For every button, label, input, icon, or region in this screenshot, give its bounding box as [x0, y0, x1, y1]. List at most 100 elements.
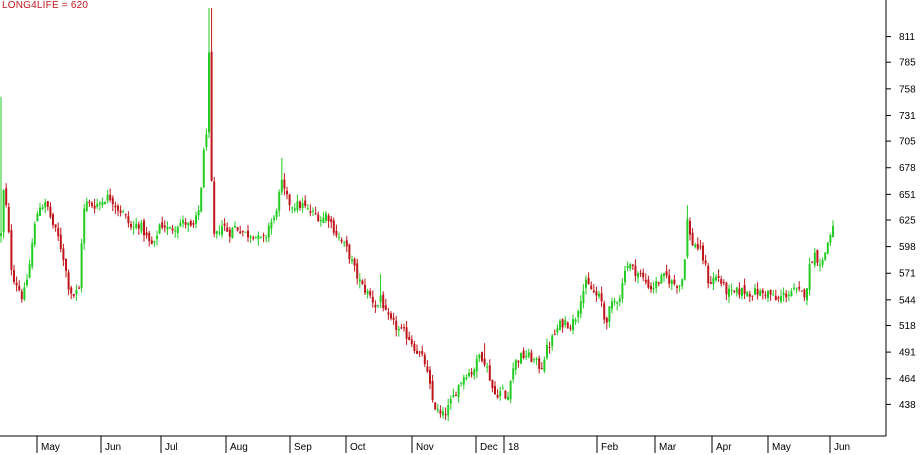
- candle: [520, 352, 522, 364]
- candle-body: [798, 287, 801, 289]
- candle: [163, 220, 166, 233]
- candle-body: [270, 222, 273, 229]
- candle: [494, 381, 496, 395]
- candle: [416, 344, 418, 355]
- candle: [106, 189, 109, 204]
- candle-body: [665, 271, 668, 276]
- candle: [117, 203, 119, 217]
- candle-body: [694, 244, 697, 248]
- candle: [280, 157, 283, 196]
- candle: [278, 189, 281, 217]
- candle: [88, 199, 91, 207]
- candle-body: [730, 289, 733, 291]
- candle: [54, 224, 57, 232]
- candle: [132, 220, 135, 235]
- candle: [332, 217, 335, 236]
- candle-body: [83, 208, 86, 244]
- candle-body: [182, 219, 184, 224]
- candle-body: [371, 296, 374, 303]
- y-tick-label: 491: [899, 348, 916, 359]
- candle: [286, 186, 288, 200]
- candle: [826, 241, 829, 255]
- candle: [13, 264, 15, 285]
- candle: [379, 274, 382, 308]
- candle: [561, 318, 564, 333]
- candle: [473, 367, 476, 380]
- candle: [449, 395, 452, 410]
- candle-body: [447, 404, 450, 416]
- candle-body: [777, 297, 780, 299]
- candle-body: [436, 408, 439, 411]
- candle: [249, 234, 252, 243]
- candle-body: [491, 379, 494, 389]
- candle-body: [301, 203, 304, 209]
- candle-body: [117, 205, 119, 211]
- candle: [790, 288, 793, 297]
- candle: [624, 266, 626, 286]
- candle: [262, 232, 265, 243]
- candle-body: [785, 293, 788, 298]
- candle: [403, 324, 405, 332]
- candle-body: [772, 294, 775, 296]
- candle-body: [31, 243, 34, 267]
- candle: [540, 362, 543, 370]
- candle-body: [23, 287, 26, 300]
- candle-body: [75, 289, 78, 294]
- candle-body: [46, 201, 49, 207]
- candle-body: [483, 358, 486, 365]
- candle: [228, 226, 231, 243]
- candle-body: [525, 355, 528, 358]
- candle-body: [507, 396, 509, 401]
- candle: [777, 295, 780, 302]
- candle: [426, 360, 429, 374]
- candle-body: [33, 223, 36, 245]
- candle: [345, 235, 348, 253]
- candle-body: [273, 217, 275, 221]
- candle-body: [774, 295, 777, 301]
- candle: [257, 231, 260, 246]
- candle-body: [44, 202, 47, 208]
- y-tick-label: 705: [899, 137, 916, 148]
- candle: [696, 237, 699, 251]
- candle: [462, 374, 465, 390]
- candle-body: [330, 218, 333, 223]
- candle-body: [364, 284, 366, 293]
- candle: [83, 204, 86, 250]
- candle: [746, 291, 749, 297]
- candle: [793, 283, 795, 291]
- candle: [478, 353, 481, 362]
- candle-body: [712, 277, 715, 285]
- candle: [533, 357, 535, 364]
- candle: [733, 290, 736, 294]
- candle: [806, 288, 808, 306]
- candle-body: [629, 264, 632, 269]
- candle-body: [332, 220, 335, 233]
- candle: [556, 324, 559, 336]
- candle: [231, 226, 234, 239]
- candle: [70, 285, 73, 300]
- candle: [156, 230, 158, 246]
- candle-body: [96, 204, 99, 207]
- candle-body: [611, 301, 613, 309]
- candle: [668, 269, 671, 288]
- candle: [639, 269, 642, 277]
- candle: [447, 398, 450, 422]
- candle-body: [119, 210, 122, 213]
- candle-body: [486, 366, 489, 368]
- candle-body: [780, 296, 782, 302]
- candle: [218, 225, 221, 236]
- candle-body: [582, 291, 585, 303]
- candle: [642, 268, 645, 282]
- candle-body: [806, 288, 808, 301]
- candle-body: [10, 230, 13, 270]
- candle-body: [535, 358, 538, 360]
- candle-body: [80, 243, 83, 288]
- candle-body: [384, 305, 387, 311]
- candle-body: [28, 264, 31, 278]
- candle-body: [137, 224, 140, 229]
- x-tick-label: 18: [508, 442, 520, 453]
- candle-body: [561, 319, 564, 328]
- candle: [829, 233, 832, 247]
- candle: [301, 197, 304, 213]
- candle: [421, 345, 424, 357]
